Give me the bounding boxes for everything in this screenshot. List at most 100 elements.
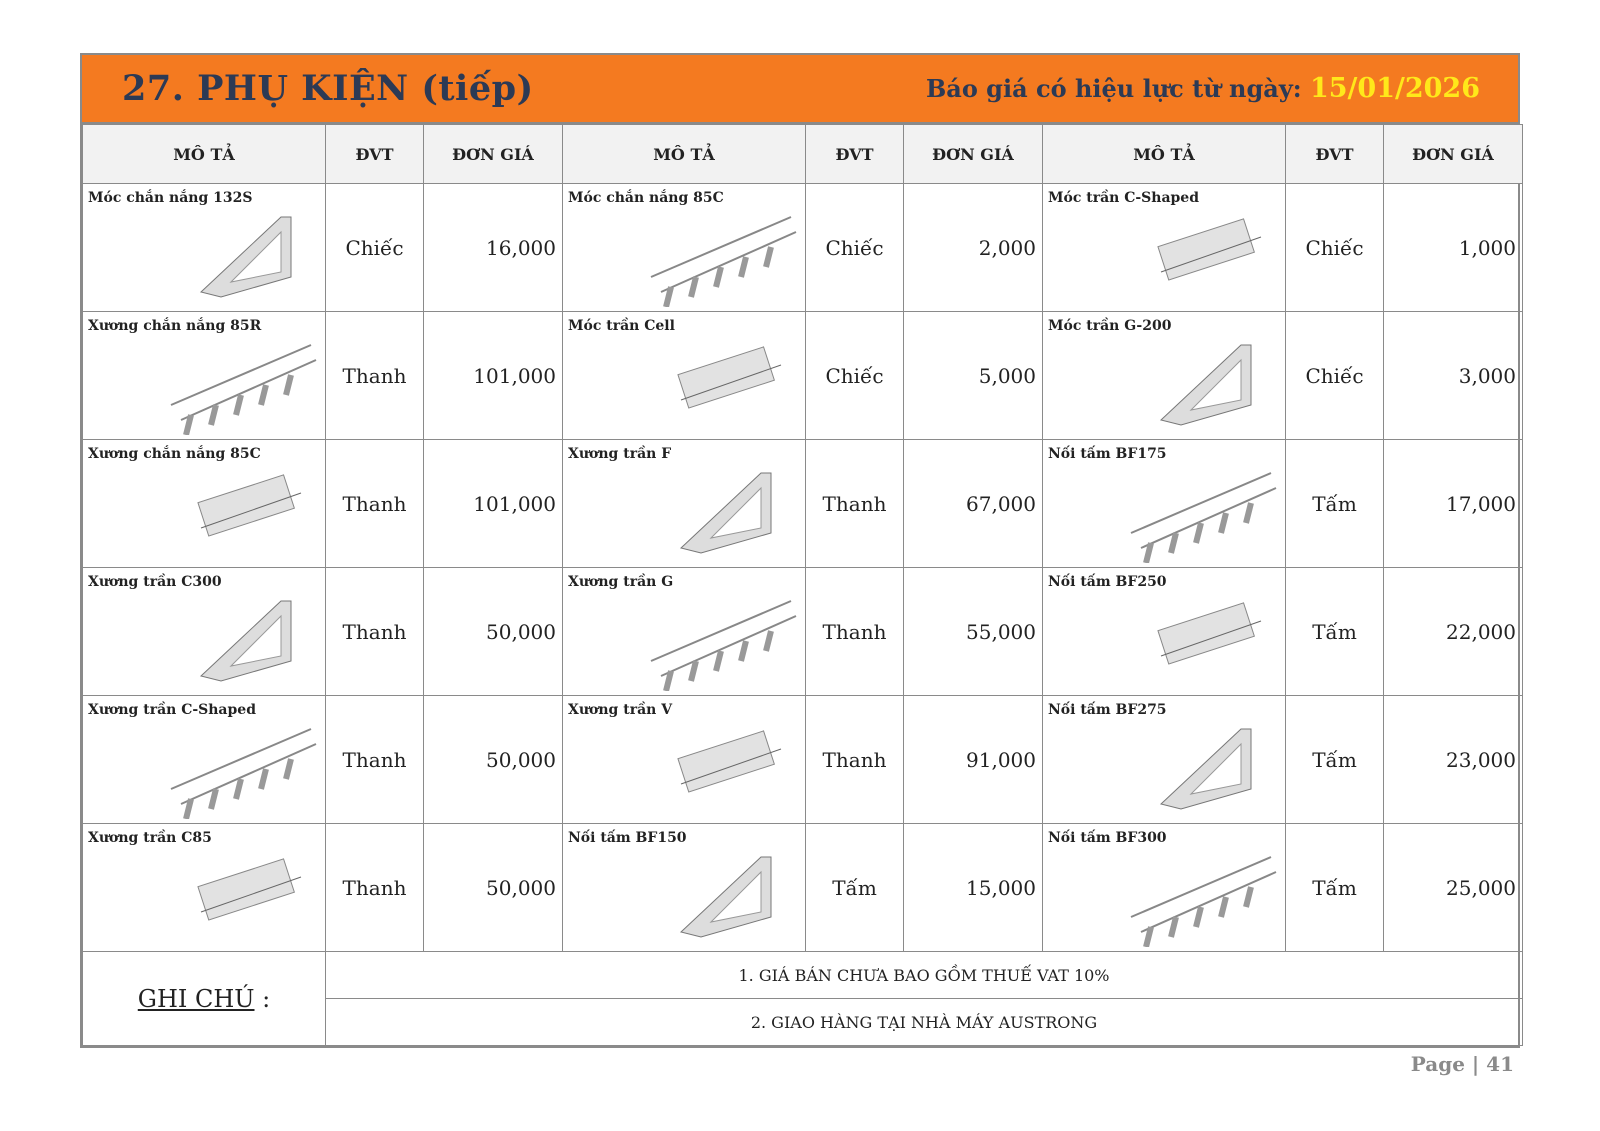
- product-row: Móc chắn nắng 132S Chiếc 16,000 Móc chắn nắ…: [82, 183, 1523, 312]
- product-image: [161, 709, 321, 820]
- notes-colon: :: [254, 984, 271, 1013]
- product-price: 50,000: [423, 567, 563, 696]
- product-description: Xương trần G: [562, 567, 806, 696]
- product-image: [1121, 581, 1281, 691]
- section-banner: 27. PHỤ KIỆN (tiếp) Báo giá có hiệu lực …: [82, 55, 1518, 124]
- product-image: [641, 709, 801, 819]
- product-description: Nối tấm BF300: [1042, 823, 1286, 952]
- product-description: Móc chắn nắng 132S: [82, 183, 326, 312]
- product-unit: Chiếc: [325, 183, 424, 312]
- product-name: Xương chắn nắng 85C: [88, 446, 261, 462]
- product-price: 101,000: [423, 439, 563, 568]
- header-description: MÔ TẢ: [1042, 124, 1286, 184]
- header-price: ĐƠN GIÁ: [423, 124, 563, 184]
- product-unit: Chiếc: [805, 311, 904, 440]
- product-description: Xương trần C300: [82, 567, 326, 696]
- product-image: [161, 837, 321, 947]
- product-price: 91,000: [903, 695, 1043, 824]
- product-name: Móc trần G-200: [1048, 318, 1172, 334]
- product-unit: Chiếc: [1285, 311, 1384, 440]
- product-name: Móc chắn nắng 85C: [568, 190, 724, 206]
- validity-label: Báo giá có hiệu lực từ ngày:: [925, 74, 1302, 103]
- product-image: [641, 197, 801, 308]
- notes-label: GHI CHÚ :: [82, 951, 326, 1046]
- price-sheet: 27. PHỤ KIỆN (tiếp) Báo giá có hiệu lực …: [80, 53, 1523, 1048]
- header-unit: ĐVT: [1285, 124, 1384, 184]
- header-description: MÔ TẢ: [562, 124, 806, 184]
- note-item: 2. GIAO HÀNG TẠI NHÀ MÁY AUSTRONG: [325, 998, 1523, 1046]
- header-unit: ĐVT: [325, 124, 424, 184]
- note-row: 2. GIAO HÀNG TẠI NHÀ MÁY AUSTRONG: [83, 998, 1523, 1046]
- validity-date: 15/01/2026: [1309, 73, 1480, 104]
- product-image: [1121, 709, 1281, 819]
- product-description: Móc trần C-Shaped: [1042, 183, 1286, 312]
- note-item: 1. GIÁ BÁN CHƯA BAO GỒM THUẾ VAT 10%: [325, 951, 1523, 999]
- product-image: [161, 453, 321, 563]
- product-price: 3,000: [1383, 311, 1523, 440]
- product-row: Xương chắn nắng 85C Thanh 101,000 Xương trầ…: [82, 439, 1523, 568]
- product-name: Móc chắn nắng 132S: [88, 190, 253, 206]
- product-image: [641, 453, 801, 563]
- product-price: 5,000: [903, 311, 1043, 440]
- note-row: GHI CHÚ : 1. GIÁ BÁN CHƯA BAO GỒM THUẾ V…: [82, 951, 1523, 1046]
- product-name: Nối tấm BF175: [1048, 446, 1167, 462]
- product-image: [1121, 197, 1281, 307]
- product-price: 50,000: [423, 695, 563, 824]
- header-row: MÔ TẢ ĐVT ĐƠN GIÁ MÔ TẢ ĐVT ĐƠN GIÁ MÔ TẢ ĐVT ĐƠ…: [82, 124, 1523, 184]
- product-image: [641, 581, 801, 692]
- header-unit: ĐVT: [805, 124, 904, 184]
- product-description: Xương trần C85: [82, 823, 326, 952]
- product-image: [641, 325, 801, 435]
- product-description: Móc chắn nắng 85C: [562, 183, 806, 312]
- product-image: [1121, 453, 1281, 564]
- product-image: [641, 837, 801, 947]
- product-name: Xương trần F: [568, 446, 672, 462]
- product-name: Nối tấm BF250: [1048, 574, 1167, 590]
- product-unit: Chiếc: [1285, 183, 1384, 312]
- product-unit: Thanh: [325, 439, 424, 568]
- product-name: Xương trần G: [568, 574, 674, 590]
- product-description: Móc trần Cell: [562, 311, 806, 440]
- product-name: Nối tấm BF300: [1048, 830, 1167, 846]
- product-row: Xương trần C-Shaped Thanh 50,000 Xương trần…: [82, 695, 1523, 824]
- product-price: 55,000: [903, 567, 1043, 696]
- product-row: Xương trần C85 Thanh 50,000 Nối tấm BF150 Tấ…: [82, 823, 1523, 952]
- product-row: Xương chắn nắng 85R Thanh 101,000 Móc trần …: [82, 311, 1523, 440]
- product-unit: Tấm: [1285, 567, 1384, 696]
- product-unit: Chiếc: [805, 183, 904, 312]
- product-name: Xương chắn nắng 85R: [88, 318, 262, 334]
- product-unit: Thanh: [805, 567, 904, 696]
- notes-label-text: GHI CHÚ: [137, 984, 255, 1013]
- product-image: [1121, 837, 1281, 948]
- product-unit: Thanh: [805, 695, 904, 824]
- product-price: 50,000: [423, 823, 563, 952]
- product-name: Xương trần C-Shaped: [88, 702, 256, 718]
- product-unit: Thanh: [325, 567, 424, 696]
- product-unit: Tấm: [805, 823, 904, 952]
- product-price: 67,000: [903, 439, 1043, 568]
- product-price: 25,000: [1383, 823, 1523, 952]
- product-price: 1,000: [1383, 183, 1523, 312]
- product-description: Nối tấm BF250: [1042, 567, 1286, 696]
- header-price: ĐƠN GIÁ: [1383, 124, 1523, 184]
- product-description: Xương trần F: [562, 439, 806, 568]
- product-image: [161, 325, 321, 436]
- product-price: 17,000: [1383, 439, 1523, 568]
- product-unit: Thanh: [325, 311, 424, 440]
- product-name: Móc trần Cell: [568, 318, 675, 334]
- section-title: 27. PHỤ KIỆN (tiếp): [122, 68, 534, 109]
- product-name: Xương trần C300: [88, 574, 222, 590]
- product-unit: Tấm: [1285, 695, 1384, 824]
- product-image: [161, 581, 321, 691]
- product-description: Nối tấm BF275: [1042, 695, 1286, 824]
- product-name: Móc trần C-Shaped: [1048, 190, 1199, 206]
- product-name: Nối tấm BF275: [1048, 702, 1167, 718]
- product-price: 16,000: [423, 183, 563, 312]
- product-description: Nối tấm BF175: [1042, 439, 1286, 568]
- product-description: Xương chắn nắng 85R: [82, 311, 326, 440]
- product-description: Xương trần C-Shaped: [82, 695, 326, 824]
- product-unit: Tấm: [1285, 823, 1384, 952]
- product-image: [1121, 325, 1281, 435]
- price-table: MÔ TẢ ĐVT ĐƠN GIÁ MÔ TẢ ĐVT ĐƠN GIÁ MÔ TẢ ĐVT ĐƠ…: [82, 124, 1523, 1046]
- header-description: MÔ TẢ: [82, 124, 326, 184]
